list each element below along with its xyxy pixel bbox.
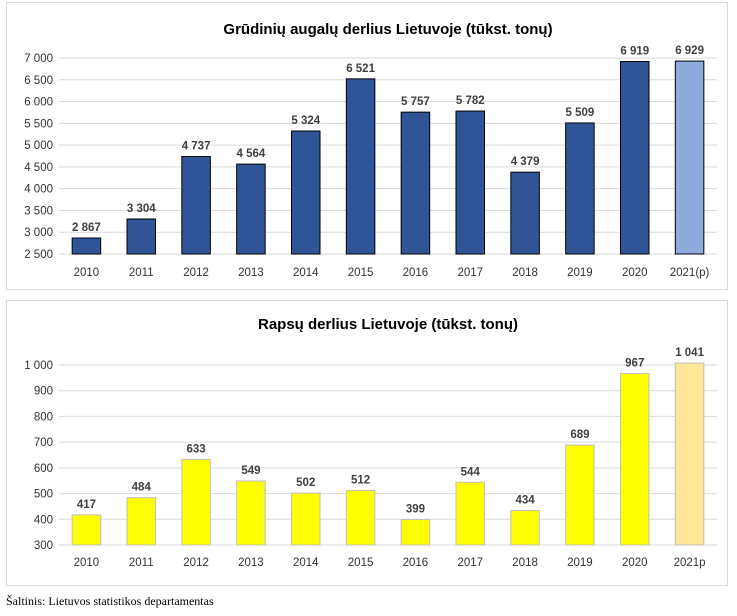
c2-data-label: 544 — [461, 466, 481, 478]
c2-bar-2019 — [565, 444, 595, 546]
c1-x-tick-label: 2016 — [403, 267, 429, 279]
c2-x-tick-label: 2020 — [622, 557, 648, 569]
c1-bar-2017 — [455, 110, 486, 255]
c2-data-label: 967 — [625, 357, 644, 369]
c2-x-tick-label: 2021p — [674, 557, 706, 569]
c1-y-tick-label: 4 500 — [24, 162, 53, 174]
c2-x-tick-label: 2018 — [512, 557, 538, 569]
c2-bar-2015 — [345, 489, 376, 546]
c1-data-label: 5 324 — [291, 115, 320, 127]
c1-x-tick-label: 2010 — [74, 267, 100, 279]
grain-harvest-chart-svg: Grūdinių augalų derlius Lietuvoje (tūkst… — [24, 21, 717, 279]
c1-data-label: 3 304 — [127, 203, 156, 215]
c2-data-label: 434 — [515, 495, 535, 507]
c2-data-label: 549 — [241, 465, 260, 477]
c2-bar-2011 — [126, 497, 157, 546]
c1-bar-2021(p) — [674, 60, 705, 255]
c2-y-tick-label: 500 — [34, 489, 53, 501]
c1-bar-2012 — [181, 156, 211, 255]
c1-bar-2015 — [345, 78, 376, 255]
c2-x-tick-label: 2012 — [183, 557, 209, 569]
c1-data-label: 5 509 — [566, 107, 595, 119]
c1-title: Grūdinių augalų derlius Lietuvoje (tūkst… — [223, 21, 552, 38]
rapeseed-harvest-chart-svg: Rapsų derlius Lietuvoje (tūkst. tonų) 300… — [24, 316, 717, 569]
c1-bar-2014 — [290, 130, 321, 255]
c2-data-label: 633 — [186, 443, 205, 455]
grain-harvest-chart: Grūdinių augalų derlius Lietuvoje (tūkst… — [6, 2, 728, 290]
c2-data-label: 512 — [351, 474, 370, 486]
c1-data-label: 5 757 — [401, 96, 430, 108]
rapeseed-harvest-chart: Rapsų derlius Lietuvoje (tūkst. tonų) 300… — [6, 300, 728, 586]
c1-x-tick-label: 2020 — [622, 267, 648, 279]
c2-bar-2014 — [290, 492, 321, 546]
c2-y-tick-label: 700 — [34, 437, 53, 449]
c2-x-tick-label: 2010 — [74, 557, 100, 569]
c1-x-tick-label: 2018 — [512, 267, 538, 279]
c2-bar-2013 — [236, 480, 266, 546]
c1-bar-2019 — [565, 122, 595, 255]
c1-y-tick-label: 2 500 — [24, 249, 53, 261]
c2-y-tick-label: 900 — [34, 386, 53, 398]
c2-bar-2016 — [400, 519, 431, 546]
c2-y-tick-label: 400 — [34, 514, 53, 526]
c2-x-tick-label: 2015 — [348, 557, 374, 569]
c1-y-tick-label: 5 500 — [24, 118, 53, 130]
c2-bar-2018 — [510, 510, 540, 546]
c1-y-tick-label: 6 500 — [24, 75, 53, 87]
c1-bar-2010 — [71, 237, 102, 255]
c1-data-label: 2 867 — [72, 222, 101, 234]
c1-y-tick-label: 5 000 — [24, 140, 53, 152]
c1-data-label: 6 919 — [620, 46, 649, 58]
c1-x-tick-label: 2014 — [293, 267, 319, 279]
c2-x-tick-label: 2017 — [457, 557, 483, 569]
c2-data-label: 399 — [406, 504, 425, 516]
c1-x-tick-label: 2019 — [567, 267, 593, 279]
c2-bar-2010 — [71, 514, 102, 546]
c2-y-tick-label: 800 — [34, 411, 53, 423]
c1-bar-2011 — [126, 218, 157, 255]
c2-data-label: 417 — [77, 499, 96, 511]
c1-x-tick-label: 2017 — [457, 267, 483, 279]
c1-bar-2018 — [510, 171, 540, 255]
c2-x-tick-label: 2013 — [238, 557, 264, 569]
c2-data-label: 502 — [296, 477, 315, 489]
c2-bar-2021p — [674, 362, 705, 546]
c1-x-tick-label: 2015 — [348, 267, 374, 279]
c2-x-tick-label: 2019 — [567, 557, 593, 569]
source-note: Šaltinis: Lietuvos statistikos departame… — [6, 594, 214, 608]
c2-data-label: 689 — [570, 429, 589, 441]
c1-data-label: 5 782 — [456, 95, 485, 107]
c2-x-tick-label: 2016 — [403, 557, 429, 569]
c2-data-label: 1 041 — [675, 347, 704, 359]
c1-y-tick-label: 7 000 — [24, 53, 53, 65]
c1-y-tick-label: 6 000 — [24, 97, 53, 109]
c2-bar-2012 — [181, 458, 211, 546]
c2-bar-2020 — [619, 372, 650, 546]
c1-bar-2020 — [619, 61, 650, 255]
c1-bar-2013 — [236, 163, 266, 255]
c2-y-tick-label: 300 — [34, 540, 53, 552]
c1-x-tick-label: 2021(p) — [670, 267, 710, 279]
c1-x-tick-label: 2012 — [183, 267, 209, 279]
c2-bar-2017 — [455, 481, 486, 546]
c2-y-tick-label: 600 — [34, 463, 53, 475]
c1-data-label: 4 737 — [182, 141, 211, 153]
c1-data-label: 4 379 — [511, 156, 540, 168]
c1-y-tick-label: 3 000 — [24, 227, 53, 239]
c1-x-tick-label: 2011 — [129, 267, 154, 279]
c1-y-tick-label: 4 000 — [24, 184, 53, 196]
c1-data-label: 4 564 — [237, 148, 266, 160]
c1-data-label: 6 521 — [346, 63, 375, 75]
c2-x-tick-label: 2014 — [293, 557, 319, 569]
c1-x-tick-label: 2013 — [238, 267, 264, 279]
c1-data-label: 6 929 — [675, 45, 704, 57]
c1-y-tick-label: 3 500 — [24, 205, 53, 217]
c2-x-tick-label: 2011 — [129, 557, 154, 569]
c1-bar-2016 — [400, 111, 431, 255]
c2-y-tick-label: 1 000 — [24, 360, 53, 372]
c2-data-label: 484 — [132, 482, 152, 494]
c2-title: Rapsų derlius Lietuvoje (tūkst. tonų) — [258, 316, 518, 333]
